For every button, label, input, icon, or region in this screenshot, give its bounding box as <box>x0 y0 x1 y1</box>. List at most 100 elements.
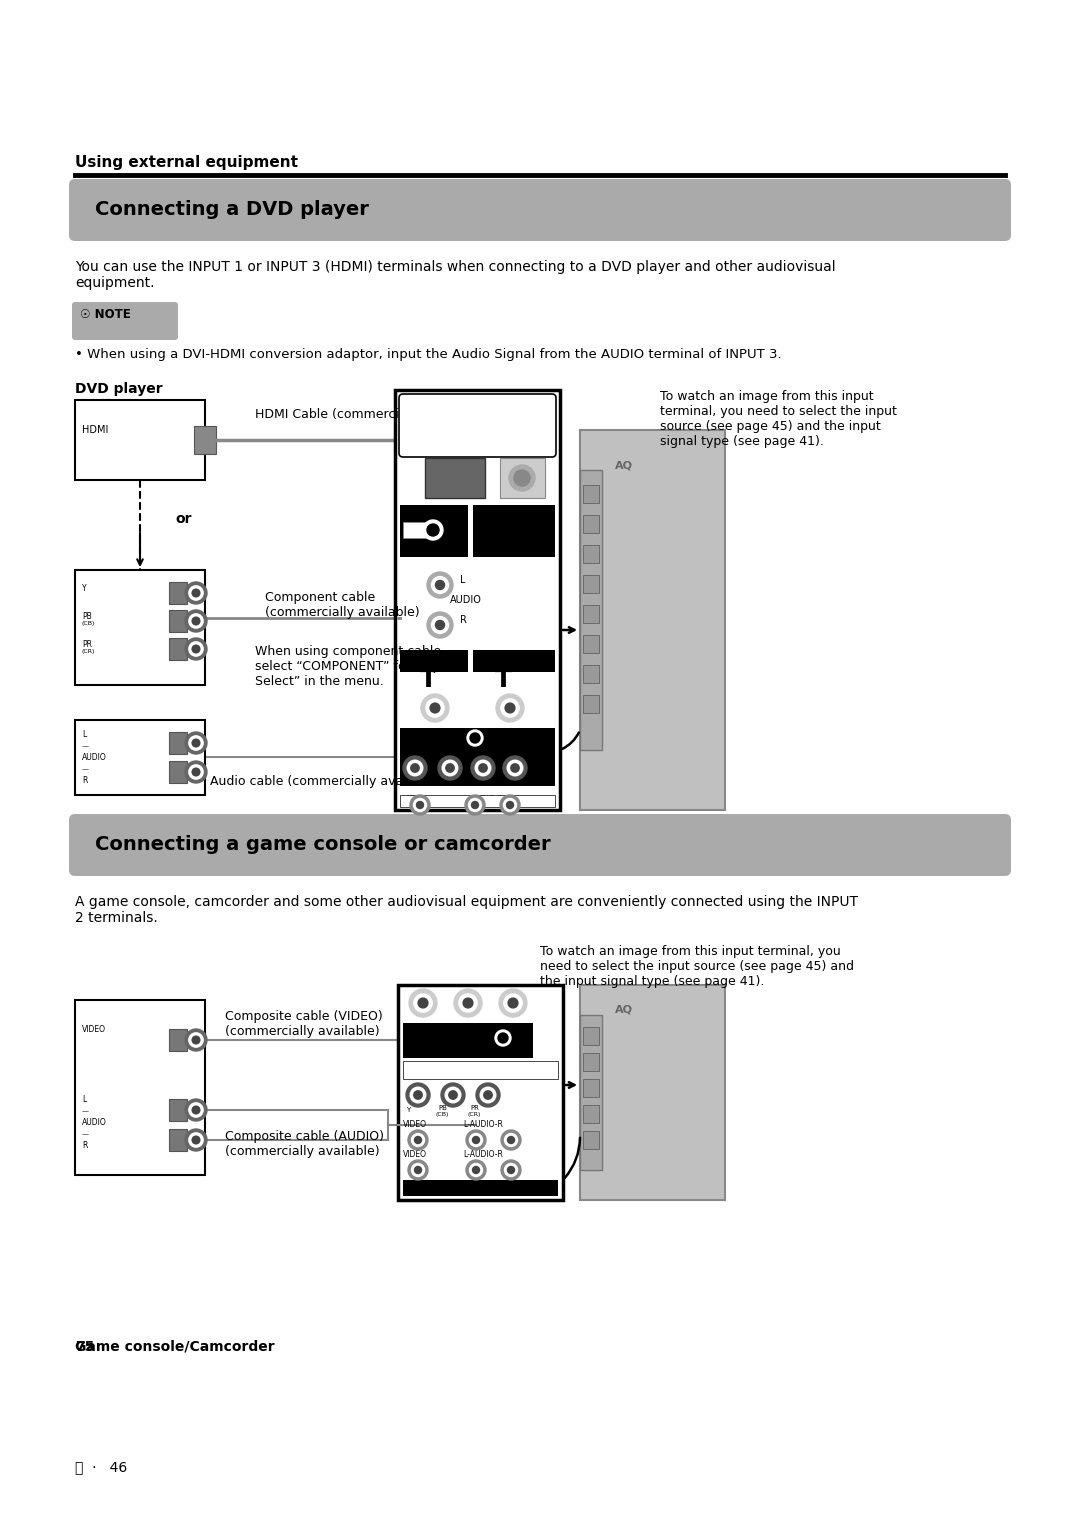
FancyBboxPatch shape <box>69 179 1011 241</box>
Circle shape <box>411 1164 424 1176</box>
Text: To watch an image from this input terminal, you
need to select the input source : To watch an image from this input termin… <box>540 945 854 988</box>
Text: AUDIO: AUDIO <box>477 521 507 528</box>
Circle shape <box>185 1029 207 1051</box>
Bar <box>583 695 599 713</box>
Text: ⓔ  ·   46: ⓔ · 46 <box>75 1460 127 1474</box>
Text: To watch an image from this input
terminal, you need to select the input
source : To watch an image from this input termin… <box>660 389 896 447</box>
FancyBboxPatch shape <box>69 814 1011 876</box>
Circle shape <box>454 989 482 1017</box>
Circle shape <box>469 799 482 811</box>
Circle shape <box>432 577 448 594</box>
Circle shape <box>410 1087 426 1102</box>
Circle shape <box>465 1161 486 1180</box>
Text: HDMI Cable (commercially available): HDMI Cable (commercially available) <box>255 408 487 421</box>
Circle shape <box>472 802 478 808</box>
Bar <box>399 985 563 1200</box>
Circle shape <box>185 638 207 660</box>
Text: Connecting a DVD player: Connecting a DVD player <box>95 200 369 218</box>
Text: AUDIO: AUDIO <box>82 753 107 762</box>
Circle shape <box>185 731 207 754</box>
Circle shape <box>481 1087 496 1102</box>
Circle shape <box>432 617 448 634</box>
Text: —: — <box>82 1109 89 1115</box>
Circle shape <box>426 699 444 718</box>
Text: Y: Y <box>403 780 407 786</box>
Circle shape <box>189 1133 203 1147</box>
Circle shape <box>417 802 423 808</box>
Circle shape <box>508 1136 514 1144</box>
Circle shape <box>409 989 437 1017</box>
Text: PR: PR <box>82 640 92 649</box>
Bar <box>168 1128 187 1151</box>
Circle shape <box>407 760 422 776</box>
Bar <box>583 1028 599 1044</box>
Circle shape <box>427 573 453 599</box>
Circle shape <box>403 756 427 780</box>
Text: Composite cable (AUDIO)
(commercially available): Composite cable (AUDIO) (commercially av… <box>225 1130 384 1157</box>
Bar <box>583 515 599 533</box>
Circle shape <box>478 764 487 773</box>
Circle shape <box>189 641 203 657</box>
Circle shape <box>509 466 535 492</box>
Circle shape <box>185 582 207 605</box>
Circle shape <box>446 764 455 773</box>
Bar <box>168 760 187 783</box>
Circle shape <box>475 760 490 776</box>
Text: R: R <box>460 615 467 625</box>
Circle shape <box>463 999 473 1008</box>
FancyBboxPatch shape <box>72 302 178 341</box>
Circle shape <box>470 733 480 744</box>
Text: AQ: AQ <box>615 460 633 470</box>
Text: (CB): (CB) <box>435 1112 448 1116</box>
Circle shape <box>504 994 522 1012</box>
Circle shape <box>418 999 428 1008</box>
Bar <box>168 1029 187 1051</box>
Text: L-AUDIO-R: L-AUDIO-R <box>463 1150 503 1159</box>
Bar <box>403 1180 558 1196</box>
Circle shape <box>501 1161 521 1180</box>
Bar <box>400 796 555 806</box>
Circle shape <box>415 1136 421 1144</box>
Circle shape <box>504 1164 517 1176</box>
Bar <box>395 389 561 809</box>
Bar <box>583 545 599 563</box>
Circle shape <box>471 756 495 780</box>
Bar <box>583 605 599 623</box>
Text: COMPONENT: COMPONENT <box>405 744 463 753</box>
Text: (CR): (CR) <box>467 1112 481 1116</box>
Text: Connecting a game console or camcorder: Connecting a game console or camcorder <box>95 835 551 854</box>
Circle shape <box>192 1136 200 1144</box>
Bar <box>168 638 187 660</box>
Circle shape <box>423 521 443 541</box>
Circle shape <box>473 1136 480 1144</box>
Text: COMPONENT: COMPONENT <box>428 1063 486 1072</box>
Bar <box>583 486 599 502</box>
Circle shape <box>192 1106 200 1113</box>
Bar <box>400 651 468 672</box>
Circle shape <box>415 1167 421 1174</box>
Circle shape <box>467 730 483 747</box>
Text: VIDEO: VIDEO <box>82 1025 106 1034</box>
Bar <box>168 1099 187 1121</box>
Text: MONITOR OUT: MONITOR OUT <box>418 1180 478 1190</box>
FancyBboxPatch shape <box>399 394 556 457</box>
Text: or: or <box>175 512 191 525</box>
Circle shape <box>507 802 513 808</box>
Circle shape <box>511 764 519 773</box>
Text: (CR): (CR) <box>82 649 95 654</box>
Circle shape <box>508 1167 514 1174</box>
Circle shape <box>189 1032 203 1048</box>
Circle shape <box>459 994 477 1012</box>
Circle shape <box>501 699 519 718</box>
Text: HDMI: HDMI <box>430 405 497 425</box>
Circle shape <box>508 760 523 776</box>
Text: —: — <box>82 1132 89 1138</box>
Bar <box>583 635 599 654</box>
Text: INPUT 2: INPUT 2 <box>408 1028 443 1035</box>
Circle shape <box>408 1130 428 1150</box>
Bar <box>400 728 555 786</box>
Text: Y: Y <box>406 1107 410 1113</box>
Text: PR: PR <box>467 777 476 783</box>
Circle shape <box>470 1164 483 1176</box>
Circle shape <box>476 1083 500 1107</box>
